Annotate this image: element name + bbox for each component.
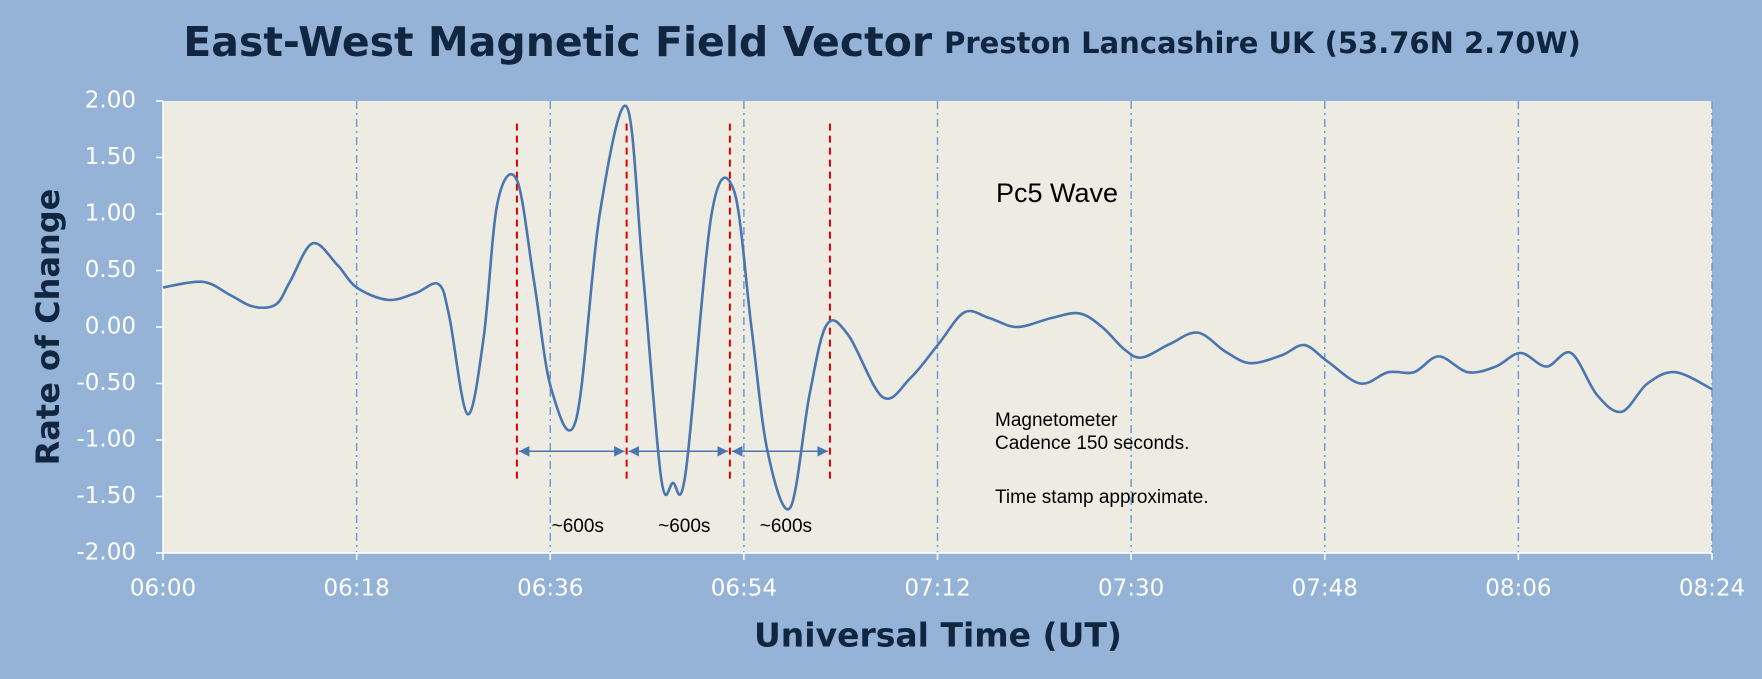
chart-title: East-West Magnetic Field Vector Preston L…	[183, 18, 1581, 66]
x-tick-label: 06:18	[323, 576, 389, 602]
x-tick-label: 07:48	[1292, 576, 1358, 602]
y-tick-label: -0.50	[76, 370, 136, 396]
period-label: ~600s	[760, 516, 812, 537]
period-label: ~600s	[552, 516, 604, 537]
x-tick-label: 06:54	[711, 576, 777, 602]
annotation: Cadence 150 seconds.	[995, 433, 1189, 454]
x-tick-label: 07:30	[1098, 576, 1164, 602]
x-tick-label: 06:36	[517, 576, 583, 602]
y-tick-label: -2.00	[76, 540, 136, 566]
x-tick-label: 08:24	[1679, 576, 1745, 602]
y-tick-label: 1.50	[85, 144, 136, 170]
y-tick-label: 1.00	[85, 201, 136, 227]
y-axis-label: Rate of Change	[29, 189, 67, 466]
annotation: Pc5 Wave	[996, 178, 1118, 208]
x-tick-label: 06:00	[130, 576, 196, 602]
y-tick-label: 2.00	[85, 88, 136, 114]
y-tick-label: -1.00	[76, 427, 136, 453]
period-label: ~600s	[658, 516, 710, 537]
subtitle: Preston Lancashire UK (53.76N 2.70W)	[944, 26, 1581, 60]
annotation: Time stamp approximate.	[995, 487, 1209, 508]
y-tick-label: -1.50	[76, 483, 136, 509]
y-tick-label: 0.50	[85, 257, 136, 283]
x-tick-label: 07:12	[904, 576, 970, 602]
annotation: Magnetometer	[995, 410, 1118, 431]
y-tick-label: 0.00	[85, 314, 136, 340]
x-axis-label: Universal Time (UT)	[754, 616, 1122, 655]
data-line	[162, 104, 1713, 511]
title: East-West Magnetic Field Vector	[183, 18, 933, 66]
x-tick-label: 08:06	[1485, 576, 1551, 602]
